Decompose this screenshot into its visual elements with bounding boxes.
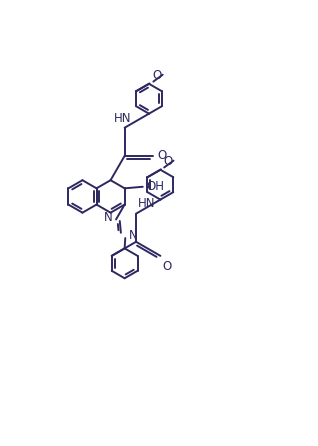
Text: OH: OH: [146, 180, 164, 193]
Text: N: N: [128, 229, 137, 242]
Text: O: O: [162, 260, 171, 273]
Text: HN: HN: [114, 112, 132, 124]
Text: O: O: [163, 155, 173, 168]
Text: HN: HN: [138, 197, 155, 210]
Text: O: O: [152, 69, 161, 82]
Text: O: O: [157, 149, 167, 162]
Text: N: N: [104, 211, 112, 224]
